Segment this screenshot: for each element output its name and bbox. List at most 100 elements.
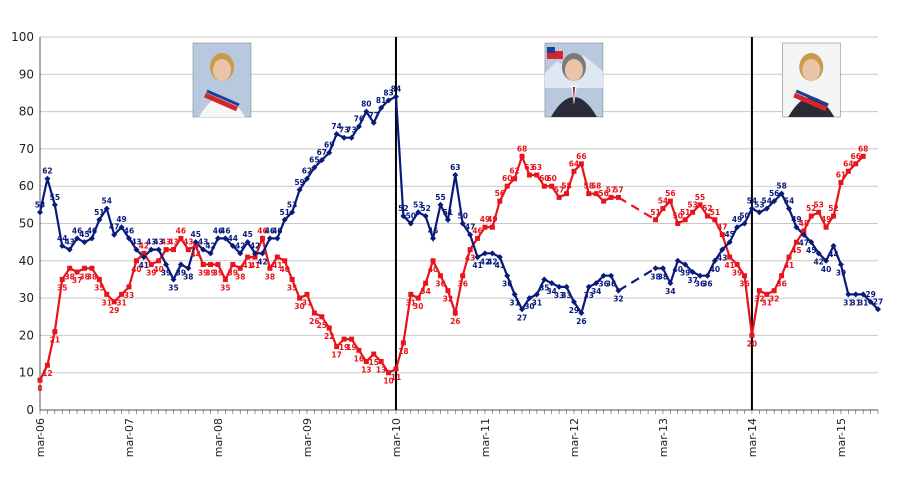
- y-tick-label: 70: [19, 142, 34, 156]
- disapproval-point: [875, 306, 881, 313]
- disapproval-data-label: 36: [598, 280, 608, 289]
- disapproval-point: [170, 276, 177, 283]
- face-shape: [212, 59, 231, 81]
- disapproval-data-label: 76: [354, 115, 364, 124]
- disapproval-point: [385, 97, 392, 104]
- disapproval-point: [185, 265, 192, 272]
- sash-blue: [206, 89, 240, 107]
- disapproval-data-label: 42: [205, 241, 215, 250]
- disapproval-data-label: 33: [584, 291, 594, 300]
- disapproval-point: [459, 220, 466, 227]
- disapproval-data-label: 58: [776, 182, 786, 191]
- disapproval-point: [830, 242, 837, 249]
- disapproval-data-label: 43: [64, 238, 74, 247]
- x-tick-label: mar-15: [835, 418, 848, 457]
- approval-data-label: 31: [116, 298, 126, 307]
- disapproval-point: [786, 205, 793, 212]
- disapproval-point: [689, 268, 696, 275]
- disapproval-data-label: 65: [309, 156, 319, 165]
- disapproval-data-label: 63: [450, 163, 460, 172]
- disapproval-point: [252, 250, 259, 257]
- approval-data-label: 61: [836, 170, 846, 179]
- approval-point: [81, 265, 87, 271]
- disapproval-data-label: 31: [532, 298, 542, 307]
- disapproval-data-label: 54: [102, 197, 112, 206]
- approval-point: [860, 153, 866, 159]
- approval-point: [489, 224, 495, 230]
- disapproval-point: [66, 246, 73, 253]
- approval-point: [148, 262, 154, 268]
- disapproval-data-label: 49: [116, 215, 126, 224]
- disapproval-point: [667, 280, 674, 287]
- approval-point: [786, 254, 792, 260]
- approval-data-label: 66: [851, 152, 861, 161]
- disapproval-point: [407, 220, 414, 227]
- disapproval-data-label: 77: [368, 111, 378, 120]
- disapproval-point: [430, 235, 437, 242]
- disapproval-point: [852, 291, 859, 298]
- approval-data-label: 41: [784, 261, 794, 270]
- approval-data-label: 57: [606, 185, 616, 194]
- approval-data-label: 36: [776, 280, 786, 289]
- disapproval-data-label: 40: [673, 265, 683, 274]
- approval-data-label: 26: [450, 317, 460, 326]
- disapproval-data-label: 40: [821, 265, 831, 274]
- disapproval-point: [860, 291, 867, 298]
- disapproval-point: [163, 261, 170, 268]
- disapproval-data-label: 42: [235, 241, 245, 250]
- approval-point: [571, 168, 577, 174]
- y-tick-label: 10: [19, 366, 34, 380]
- flag-shape: [546, 47, 555, 53]
- y-tick-label: 20: [19, 328, 34, 342]
- approval-point: [460, 273, 466, 279]
- disapproval-point: [563, 283, 570, 290]
- disapproval-point: [697, 272, 704, 279]
- approval-point: [816, 209, 822, 215]
- disapproval-point: [496, 254, 503, 261]
- approval-data-label: 30: [294, 302, 304, 311]
- y-tick-label: 0: [26, 403, 34, 417]
- disapproval-data-label: 53: [754, 200, 764, 209]
- approval-point: [386, 370, 392, 376]
- disapproval-point: [659, 265, 666, 272]
- approval-point: [215, 262, 221, 268]
- approval-data-label: 60: [546, 174, 556, 183]
- disapproval-point: [867, 298, 874, 305]
- approval-data-label: 29: [109, 306, 119, 315]
- disapproval-data-label: 46: [213, 226, 223, 235]
- disapproval-point: [808, 239, 815, 246]
- disapproval-data-label: 39: [176, 269, 186, 278]
- disapproval-point: [400, 213, 407, 220]
- approval-data-label: 48: [799, 219, 809, 228]
- approval-point: [526, 172, 532, 178]
- disapproval-data-label: 55: [435, 193, 445, 202]
- approval-point: [719, 232, 725, 238]
- y-tick-label: 40: [19, 254, 34, 268]
- disapproval-point: [214, 235, 221, 242]
- disapproval-data-label: 36: [606, 280, 616, 289]
- approval-data-label: 51: [710, 208, 720, 217]
- disapproval-point: [37, 209, 43, 216]
- approval-point: [475, 235, 481, 241]
- approval-point: [289, 276, 295, 282]
- disapproval-data-label: 50: [739, 212, 749, 221]
- approval-point: [467, 247, 473, 253]
- disapproval-data-label: 40: [710, 265, 720, 274]
- disapproval-data-label: 35: [539, 283, 549, 292]
- approval-point: [185, 247, 191, 253]
- disapproval-data-label: 62: [42, 167, 52, 176]
- disapproval-point: [652, 265, 659, 272]
- disapproval-data-label: 55: [50, 193, 60, 202]
- approval-data-label: 57: [554, 185, 564, 194]
- approval-point: [230, 262, 236, 268]
- approval-point: [104, 291, 110, 297]
- disapproval-data-label: 50: [406, 212, 416, 221]
- disapproval-data-label: 59: [294, 178, 304, 187]
- disapproval-data-label: 36: [695, 280, 705, 289]
- approval-data-label: 46: [257, 226, 267, 235]
- approval-point: [208, 262, 214, 268]
- disapproval-point: [422, 213, 429, 220]
- disapproval-data-label: 39: [680, 269, 690, 278]
- approval-data-label: 52: [702, 204, 712, 213]
- disapproval-data-label: 45: [191, 230, 201, 239]
